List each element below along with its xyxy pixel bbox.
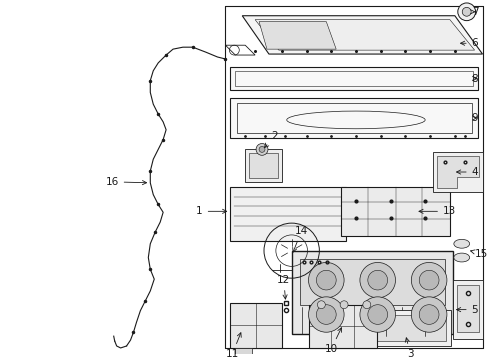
Circle shape	[340, 301, 348, 309]
Circle shape	[256, 144, 268, 155]
Polygon shape	[299, 258, 445, 305]
Polygon shape	[249, 153, 278, 178]
Circle shape	[419, 270, 439, 290]
Polygon shape	[245, 149, 282, 182]
Polygon shape	[242, 16, 483, 54]
Polygon shape	[366, 315, 446, 341]
Circle shape	[360, 297, 395, 332]
Polygon shape	[310, 305, 377, 348]
Circle shape	[363, 301, 371, 309]
Text: 2: 2	[265, 131, 278, 148]
Polygon shape	[230, 187, 346, 241]
Polygon shape	[230, 98, 478, 138]
Polygon shape	[255, 20, 475, 50]
Text: 7: 7	[470, 7, 478, 17]
Text: 3: 3	[405, 338, 414, 359]
Text: 14: 14	[293, 226, 308, 252]
Polygon shape	[230, 67, 478, 90]
Polygon shape	[453, 280, 483, 339]
Ellipse shape	[454, 239, 470, 248]
Polygon shape	[292, 251, 453, 334]
Text: 5: 5	[457, 305, 478, 315]
Circle shape	[458, 3, 476, 21]
Circle shape	[462, 7, 471, 16]
Circle shape	[360, 262, 395, 298]
Text: 10: 10	[325, 328, 342, 354]
Polygon shape	[457, 285, 479, 332]
Text: 4: 4	[457, 167, 478, 177]
Circle shape	[411, 297, 447, 332]
Polygon shape	[230, 303, 282, 348]
Polygon shape	[437, 156, 479, 188]
Polygon shape	[433, 152, 483, 192]
Text: 1: 1	[196, 206, 227, 216]
Polygon shape	[341, 187, 450, 236]
Circle shape	[368, 305, 388, 324]
Text: 12: 12	[277, 275, 291, 299]
Text: 13: 13	[419, 206, 456, 216]
Text: 15: 15	[470, 249, 488, 258]
Circle shape	[419, 305, 439, 324]
Circle shape	[259, 147, 265, 152]
Circle shape	[317, 305, 336, 324]
Text: 8: 8	[472, 74, 478, 84]
Circle shape	[318, 301, 325, 309]
Text: 11: 11	[226, 333, 241, 359]
Text: 16: 16	[105, 177, 147, 187]
Polygon shape	[235, 348, 252, 356]
Circle shape	[309, 262, 344, 298]
Text: 9: 9	[472, 113, 478, 123]
Ellipse shape	[454, 253, 470, 262]
Circle shape	[309, 297, 344, 332]
Circle shape	[317, 270, 336, 290]
Circle shape	[368, 270, 388, 290]
Polygon shape	[361, 310, 451, 346]
Circle shape	[411, 262, 447, 298]
Polygon shape	[259, 22, 336, 49]
Text: 6: 6	[461, 38, 478, 48]
